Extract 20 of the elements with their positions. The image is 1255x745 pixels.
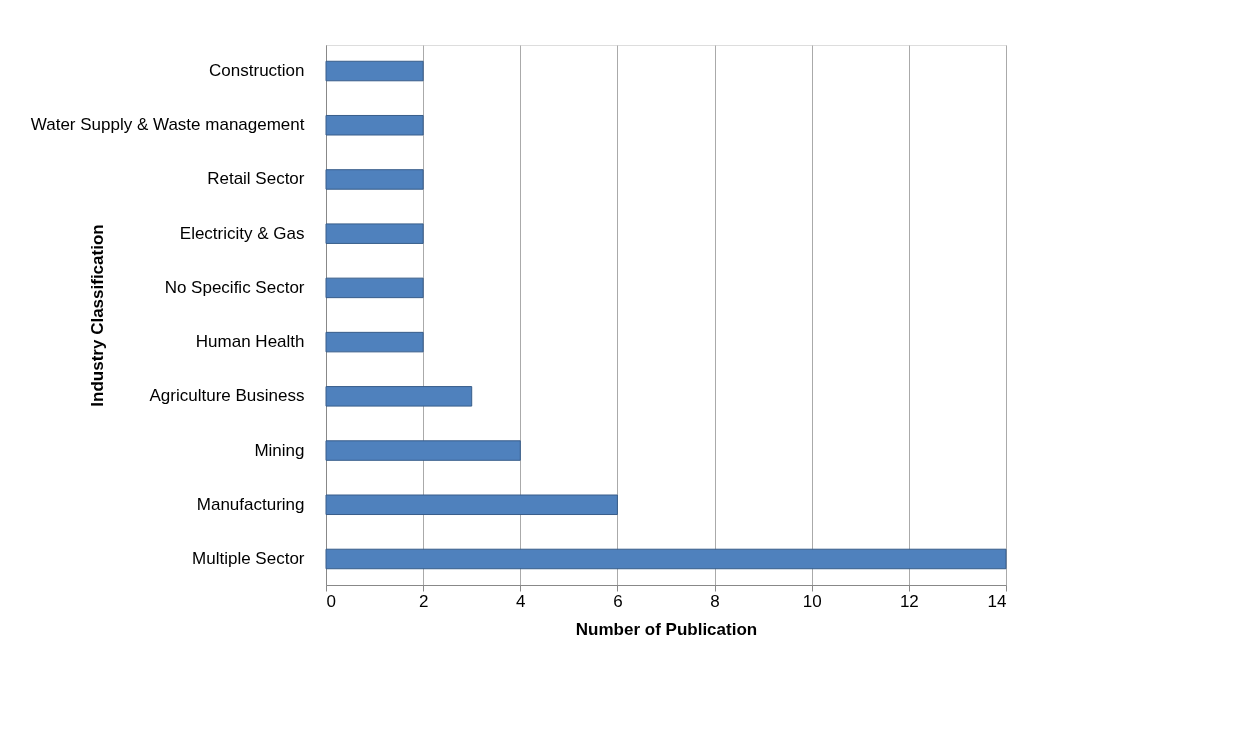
y-tick-label: Human Health [195,332,305,352]
y-tick-label: Multiple Sector [192,548,305,568]
x-tick-label: 8 [710,591,720,611]
y-axis-title: Industry Classification [87,224,107,407]
y-tick-label: Construction [209,61,305,81]
y-tick-label: Retail Sector [207,169,305,189]
x-tick-label: 0 [326,591,336,611]
y-tick-label: Manufacturing [196,494,305,514]
x-tick-label: 2 [418,591,429,611]
y-tick-label: Electricity & Gas [179,223,305,243]
x-tick-label: 12 [899,591,919,611]
y-tick-label: No Specific Sector [164,277,305,297]
x-tick-label: 6 [613,591,623,611]
x-axis-title: Number of Publication [575,619,758,639]
y-tick-label: Agriculture Business [149,386,305,406]
y-tick-label: Water Supply & Waste management [30,115,305,135]
x-tick-label: 4 [516,591,526,611]
x-tick-label: 10 [802,591,822,611]
x-tick-label: 14 [987,591,1007,611]
y-tick-label: Mining [254,440,305,460]
